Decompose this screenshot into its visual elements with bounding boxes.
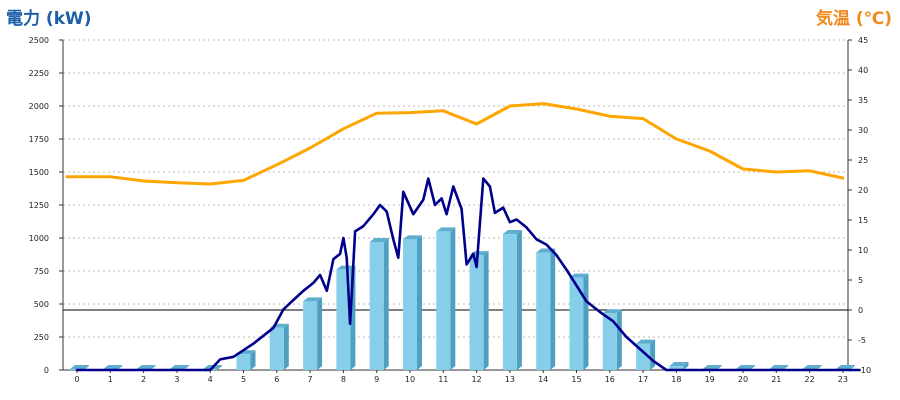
x-tick-label: 16	[605, 375, 615, 384]
x-tick-label: 4	[208, 375, 213, 384]
right-tick-label: 20	[858, 186, 868, 195]
x-tick-label: 21	[771, 375, 781, 384]
x-tick-label: 8	[341, 375, 346, 384]
x-tick-label: 12	[472, 375, 482, 384]
x-tick-label: 3	[174, 375, 179, 384]
power-bar	[369, 237, 389, 370]
left-tick-label: 1500	[29, 168, 49, 177]
x-tick-label: 14	[538, 375, 548, 384]
power-bar	[269, 323, 289, 370]
right-tick-label: -5	[858, 336, 866, 345]
x-tick-label: 11	[438, 375, 448, 384]
x-tick-label: 20	[738, 375, 748, 384]
power-line	[75, 177, 861, 372]
right-tick-label: 45	[858, 36, 868, 45]
x-tick-label: 18	[671, 375, 681, 384]
power-bar	[536, 248, 556, 370]
right-tick-label: 10	[858, 246, 868, 255]
power-bar	[669, 362, 689, 370]
left-tick-label: 1750	[29, 135, 49, 144]
x-tick-label: 7	[308, 375, 313, 384]
x-tick-label: 22	[805, 375, 815, 384]
temperature-line	[65, 102, 845, 186]
x-tick-label: 13	[505, 375, 515, 384]
right-tick-label: 30	[858, 126, 868, 135]
right-tick-label: 5	[858, 276, 863, 285]
x-tick-label: 1	[108, 375, 113, 384]
power-bar	[602, 309, 622, 370]
left-tick-label: 750	[34, 267, 49, 276]
right-tick-label: -10	[858, 366, 871, 375]
left-axis-title: 電力 (kW)	[6, 9, 92, 29]
x-tick-label: 5	[241, 375, 246, 384]
left-tick-label: 1000	[29, 234, 49, 243]
power-bar	[436, 227, 456, 370]
x-tick-label: 10	[405, 375, 415, 384]
left-tick-label: 0	[44, 366, 49, 375]
right-tick-label: 25	[858, 156, 868, 165]
left-tick-label: 2250	[29, 69, 49, 78]
x-tick-label: 6	[274, 375, 279, 384]
left-tick-label: 500	[34, 300, 49, 309]
right-axis-title: 気温 (℃)	[815, 9, 892, 29]
x-tick-label: 0	[74, 375, 79, 384]
power-bar	[469, 251, 489, 370]
power-bar	[403, 235, 422, 370]
left-tick-label: 250	[34, 333, 49, 342]
x-tick-label: 23	[838, 375, 848, 384]
x-tick-label: 9	[374, 375, 379, 384]
x-tick-label: 17	[638, 375, 648, 384]
left-tick-label: 2500	[29, 36, 49, 45]
power-bar	[236, 350, 256, 370]
x-tick-label: 2	[141, 375, 146, 384]
left-tick-label: 1250	[29, 201, 49, 210]
right-tick-label: 40	[858, 66, 868, 75]
power-bar	[502, 230, 522, 370]
x-tick-label: 19	[705, 375, 715, 384]
right-tick-label: 35	[858, 96, 868, 105]
power-bar	[303, 297, 323, 370]
right-tick-label: 15	[858, 216, 868, 225]
right-tick-label: 0	[858, 306, 863, 315]
x-tick-label: 15	[571, 375, 581, 384]
left-tick-label: 2000	[29, 102, 49, 111]
